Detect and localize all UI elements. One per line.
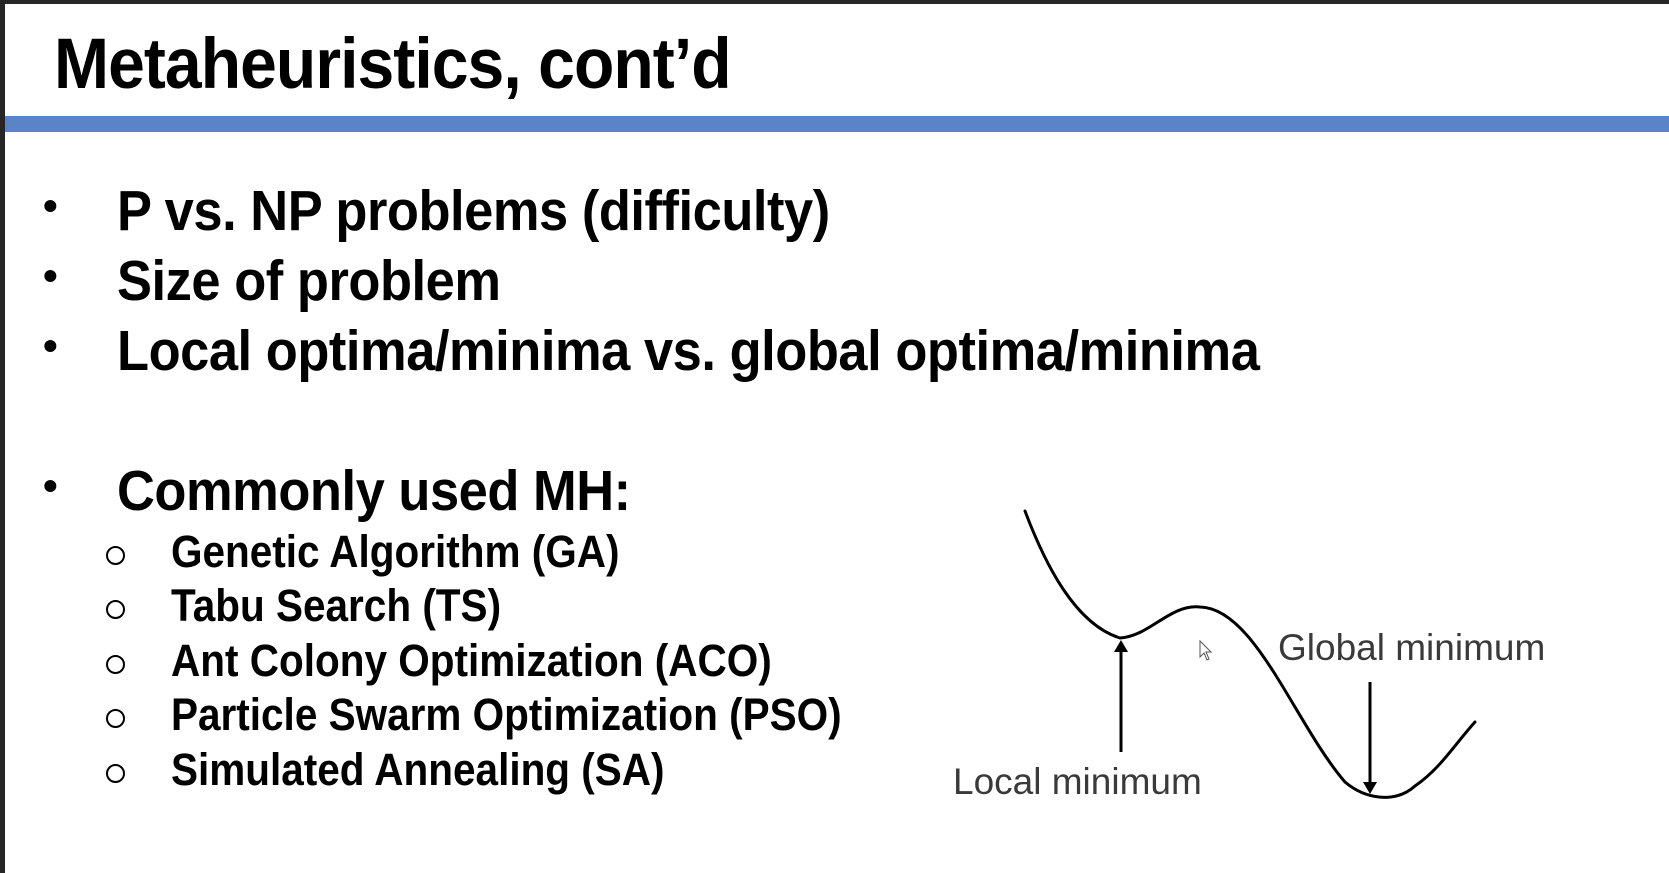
global-minimum-label: Global minimum (1278, 627, 1545, 668)
bullet-marker: • (43, 462, 58, 509)
sub-bullet-text: Tabu Search (TS) (171, 580, 502, 631)
local-minimum-label: Local minimum (953, 761, 1202, 802)
slide-title: Metaheuristics, cont’d (54, 25, 732, 104)
bullet-text: P vs. NP problems (difficulty) (117, 179, 830, 243)
minima-diagram: Local minimum Global minimum (953, 509, 1545, 802)
hollow-circle-icon (106, 655, 125, 674)
bullet-marker: • (43, 252, 58, 299)
sub-bullet-text: Particle Swarm Optimization (PSO) (171, 689, 842, 740)
hollow-circle-icon (106, 546, 125, 565)
title-accent-bar (5, 116, 1669, 132)
bullet-marker: • (43, 322, 58, 369)
sub-bullet-text: Genetic Algorithm (GA) (171, 526, 620, 577)
mouse-cursor-icon (1199, 639, 1213, 661)
slide: Metaheuristics, cont’d • P vs. NP proble… (5, 4, 1669, 873)
sub-bullet-text: Simulated Annealing (SA) (171, 744, 665, 795)
bullet-text: Size of problem (117, 249, 501, 313)
bullet-marker: • (43, 182, 58, 229)
sub-bullet-text: Ant Colony Optimization (ACO) (171, 635, 772, 686)
objective-curve (1023, 509, 1477, 799)
hollow-circle-icon (106, 764, 125, 783)
hollow-circle-icon (106, 709, 125, 728)
hollow-circle-icon (106, 600, 125, 619)
bullet-text: Commonly used MH: (117, 459, 631, 523)
bullet-text: Local optima/minima vs. global optima/mi… (117, 319, 1260, 383)
